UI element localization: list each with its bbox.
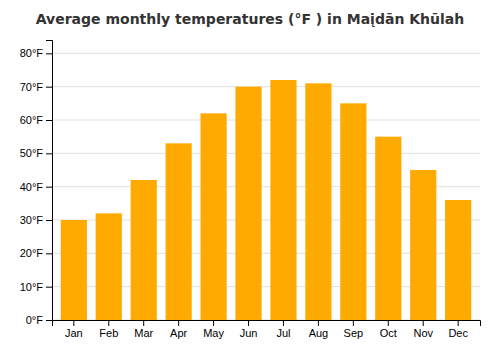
x-tick: Sep <box>344 320 364 339</box>
y-tick-label: 70°F <box>20 81 44 93</box>
x-tick-label: Dec <box>448 327 468 339</box>
y-axis-line <box>46 41 53 321</box>
bar <box>410 170 436 320</box>
y-tick-label: 40°F <box>20 181 44 193</box>
y-tick: 80°F <box>20 47 52 59</box>
y-tick-label: 80°F <box>20 47 44 59</box>
x-axis-line <box>53 321 481 327</box>
bars <box>61 80 472 320</box>
x-tick: Feb <box>99 320 118 339</box>
grid-line <box>52 86 480 87</box>
x-tick-mark <box>283 320 284 326</box>
y-tick: 50°F <box>20 147 52 159</box>
x-tick: Nov <box>413 320 433 339</box>
plot-area: Jan Feb Mar Apr May Jun Jul Aug Sep Oct Nov Dec 0°F 1… <box>20 41 481 339</box>
y-tick: 10°F <box>20 281 52 293</box>
y-tick-label: 0°F <box>26 314 44 326</box>
y-tick-label: 60°F <box>20 114 44 126</box>
y-tick-mark <box>46 253 52 254</box>
y-axis: 0°F 10°F 20°F 30°F 40°F 50°F 60°F 70°F 80°F <box>20 41 53 327</box>
grid <box>52 53 480 320</box>
grid-line <box>52 53 480 54</box>
bar <box>235 87 261 320</box>
x-tick: Jan <box>65 320 83 339</box>
y-tick-mark <box>46 187 52 188</box>
x-tick-mark <box>213 320 214 326</box>
bar <box>340 103 366 320</box>
x-tick-label: Aug <box>309 327 329 339</box>
x-tick-mark <box>178 320 179 326</box>
chart-container: Jan Feb Mar Apr May Jun Jul Aug Sep Oct Nov Dec 0°F 1… <box>0 0 500 350</box>
x-axis: Jan Feb Mar Apr May Jun Jul Aug Sep Oct Nov Dec <box>53 320 481 339</box>
x-tick-mark <box>353 320 354 326</box>
bar <box>166 143 192 320</box>
x-tick-mark <box>73 320 74 326</box>
y-tick-mark <box>46 287 52 288</box>
x-tick: Apr <box>170 320 187 339</box>
x-tick: May <box>203 320 224 339</box>
y-tick: 0°F <box>26 314 52 326</box>
x-tick-label: Jun <box>240 327 258 339</box>
bar <box>270 80 296 320</box>
y-tick-mark <box>46 53 52 54</box>
y-tick: 70°F <box>20 81 52 93</box>
x-tick-label: Nov <box>413 327 433 339</box>
y-tick-mark <box>46 320 52 321</box>
x-tick: Jun <box>240 320 258 339</box>
x-tick-label: Sep <box>344 327 364 339</box>
x-tick: Aug <box>309 320 329 339</box>
chart-svg: Jan Feb Mar Apr May Jun Jul Aug Sep Oct Nov Dec 0°F 1… <box>0 0 500 350</box>
x-tick-label: Feb <box>99 327 118 339</box>
x-tick-mark <box>143 320 144 326</box>
x-tick-mark <box>423 320 424 326</box>
x-tick-label: Mar <box>134 327 153 339</box>
bar <box>305 83 331 320</box>
x-tick-mark <box>458 320 459 326</box>
y-tick-mark <box>46 220 52 221</box>
grid-line <box>52 120 480 121</box>
x-tick-label: Jul <box>276 327 290 339</box>
x-tick-label: May <box>203 327 224 339</box>
x-tick-label: Oct <box>380 327 397 339</box>
x-tick-mark <box>108 320 109 326</box>
y-tick: 40°F <box>20 181 52 193</box>
x-tick: Dec <box>448 320 468 339</box>
bar <box>375 137 401 320</box>
x-tick: Mar <box>134 320 153 339</box>
y-tick-mark <box>46 87 52 88</box>
y-tick: 30°F <box>20 214 52 226</box>
y-tick-label: 20°F <box>20 247 44 259</box>
x-tick-mark <box>248 320 249 326</box>
bar <box>200 113 226 320</box>
x-tick: Oct <box>380 320 397 339</box>
x-tick-label: Apr <box>170 327 187 339</box>
bar <box>61 220 87 320</box>
y-tick-label: 50°F <box>20 147 44 159</box>
bar <box>445 200 471 320</box>
x-tick-label: Jan <box>65 327 83 339</box>
x-tick: Jul <box>276 320 290 339</box>
x-tick-mark <box>388 320 389 326</box>
title: Average monthly temperatures (°F ) in Ma… <box>36 11 464 27</box>
grid-line <box>52 153 480 154</box>
y-tick-label: 30°F <box>20 214 44 226</box>
y-tick: 20°F <box>20 247 52 259</box>
bar <box>131 180 157 320</box>
y-tick-mark <box>46 120 52 121</box>
y-tick-mark <box>46 153 52 154</box>
bar <box>96 213 122 320</box>
y-tick-label: 10°F <box>20 281 44 293</box>
x-tick-mark <box>318 320 319 326</box>
y-tick: 60°F <box>20 114 52 126</box>
